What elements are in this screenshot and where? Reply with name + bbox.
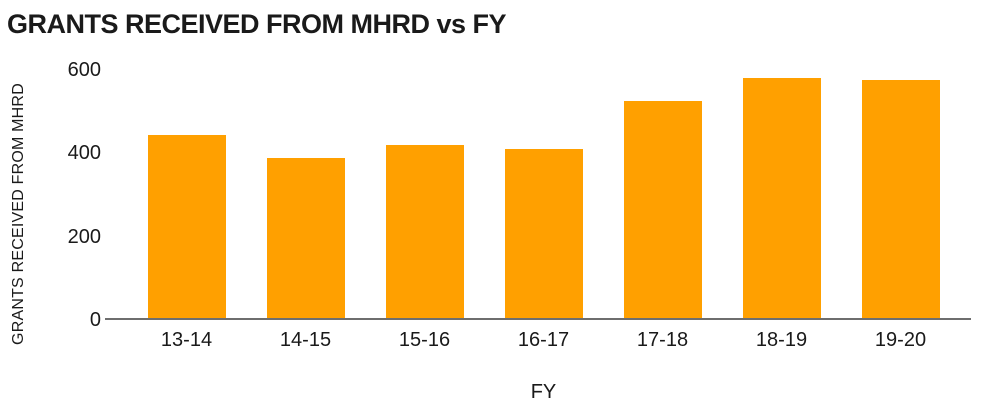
x-tick-label: 15-16 bbox=[398, 329, 451, 351]
bar-band bbox=[603, 70, 722, 320]
bar-16-17 bbox=[504, 149, 583, 320]
y-axis-tick-labels: 0 200 400 600 bbox=[0, 0, 101, 412]
bar-19-20 bbox=[861, 80, 940, 320]
bar-band bbox=[127, 70, 246, 320]
x-tick-label: 14-15 bbox=[279, 329, 332, 351]
x-tick-label: 13-14 bbox=[160, 329, 213, 351]
bar-15-16 bbox=[385, 145, 464, 320]
y-tick-label: 200 bbox=[67, 225, 101, 248]
x-tick-label: 18-19 bbox=[755, 329, 808, 351]
y-tick-label: 0 bbox=[89, 309, 101, 331]
bar-band bbox=[365, 70, 484, 320]
bar-17-18 bbox=[623, 101, 702, 320]
bar-band bbox=[246, 70, 365, 320]
x-tick-label: 19-20 bbox=[874, 329, 927, 351]
x-tick-label: 16-17 bbox=[517, 329, 570, 351]
x-axis-title: FY bbox=[530, 381, 557, 403]
bar-band bbox=[841, 70, 960, 320]
plot-area bbox=[127, 70, 960, 320]
x-tick-label: 17-18 bbox=[636, 329, 689, 351]
bar-13-14 bbox=[147, 134, 226, 320]
y-tick-label: 400 bbox=[67, 142, 101, 165]
x-axis-line bbox=[105, 318, 971, 320]
chart-title: GRANTS RECEIVED FROM MHRD vs FY bbox=[7, 9, 507, 39]
bar-14-15 bbox=[266, 157, 345, 320]
y-tick-label: 600 bbox=[67, 59, 101, 81]
bar-band bbox=[722, 70, 841, 320]
bar-band bbox=[484, 70, 603, 320]
x-axis-tick-labels: 13-14 14-15 15-16 16-17 17-18 18-19 19-20 bbox=[127, 328, 960, 352]
bar-18-19 bbox=[742, 78, 821, 320]
